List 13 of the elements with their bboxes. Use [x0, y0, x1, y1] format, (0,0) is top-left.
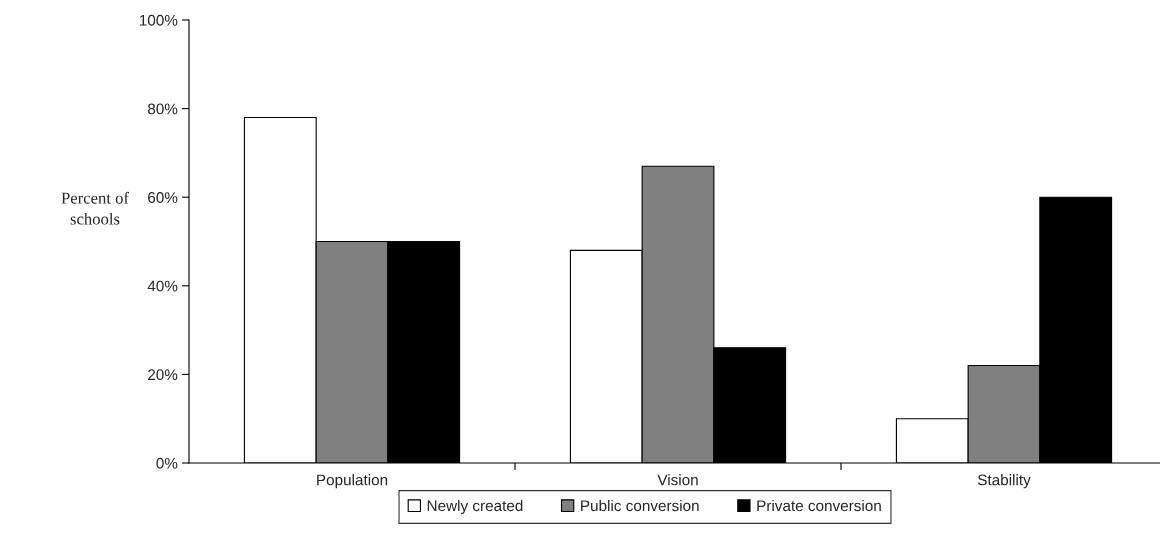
y-tick-label: 60%: [148, 192, 178, 203]
y-tick-label: 40%: [147, 280, 178, 292]
legend-label: Public conversion: [581, 499, 699, 512]
x-tick-label: Vision: [657, 474, 698, 486]
legend-label: Private conversion: [757, 499, 881, 512]
y-tick-label: 80%: [147, 103, 178, 115]
y-tick-label: 20%: [148, 369, 178, 381]
y-axis-title: Percent of schools: [61, 191, 130, 225]
legend-label: Newly created: [427, 499, 523, 515]
y-tick-label: 100%: [139, 14, 178, 26]
x-tick-label: Stability: [977, 474, 1031, 489]
x-tick-label: Population: [317, 474, 388, 489]
y-tick-label: 0%: [156, 457, 178, 469]
